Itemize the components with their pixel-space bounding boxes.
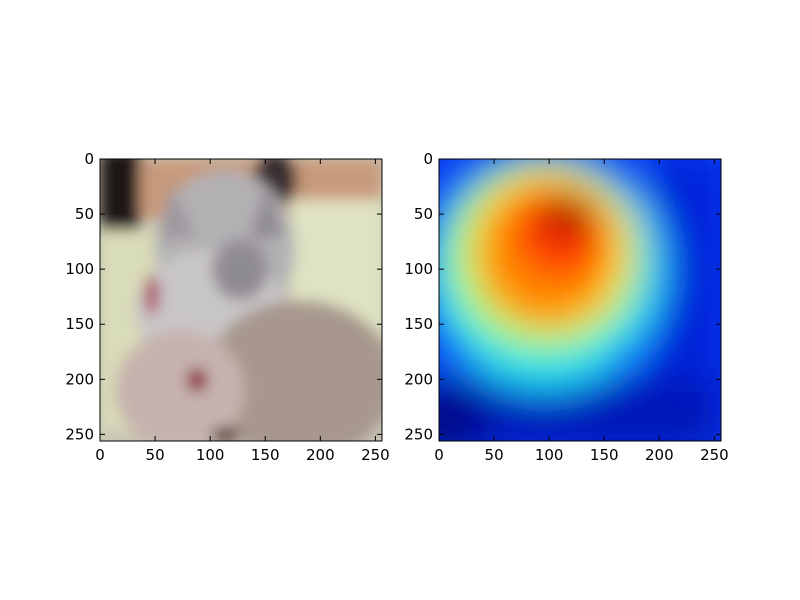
heatmap-panel [439, 159, 721, 441]
right-ytick-label: 50 [414, 205, 433, 223]
left-xtick-label: 150 [251, 446, 280, 464]
left-ytick-label: 150 [65, 315, 94, 333]
right-ytick-label: 250 [404, 425, 433, 443]
right-xtick-label: 200 [645, 446, 674, 464]
cat-image-frame [99, 158, 383, 442]
right-ytick-label: 200 [404, 370, 433, 388]
right-ytick-label: 0 [423, 150, 433, 168]
right-ytick-label: 150 [404, 315, 433, 333]
heatmap-frame [438, 158, 722, 442]
left-xtick-label: 200 [306, 446, 335, 464]
right-ytick-label: 100 [404, 260, 433, 278]
left-xtick-label: 0 [95, 446, 105, 464]
right-xtick-label: 100 [535, 446, 564, 464]
left-ytick-label: 100 [65, 260, 94, 278]
right-xtick-label: 50 [485, 446, 504, 464]
right-xtick-label: 250 [700, 446, 729, 464]
left-ytick-label: 250 [65, 425, 94, 443]
left-xtick-label: 100 [196, 446, 225, 464]
left-ytick-label: 0 [84, 150, 94, 168]
cat-image-panel [100, 159, 382, 441]
left-xtick-label: 250 [361, 446, 390, 464]
left-ytick-label: 50 [75, 205, 94, 223]
left-ytick-label: 200 [65, 370, 94, 388]
right-xtick-label: 0 [434, 446, 444, 464]
left-xtick-label: 50 [146, 446, 165, 464]
right-xtick-label: 150 [590, 446, 619, 464]
